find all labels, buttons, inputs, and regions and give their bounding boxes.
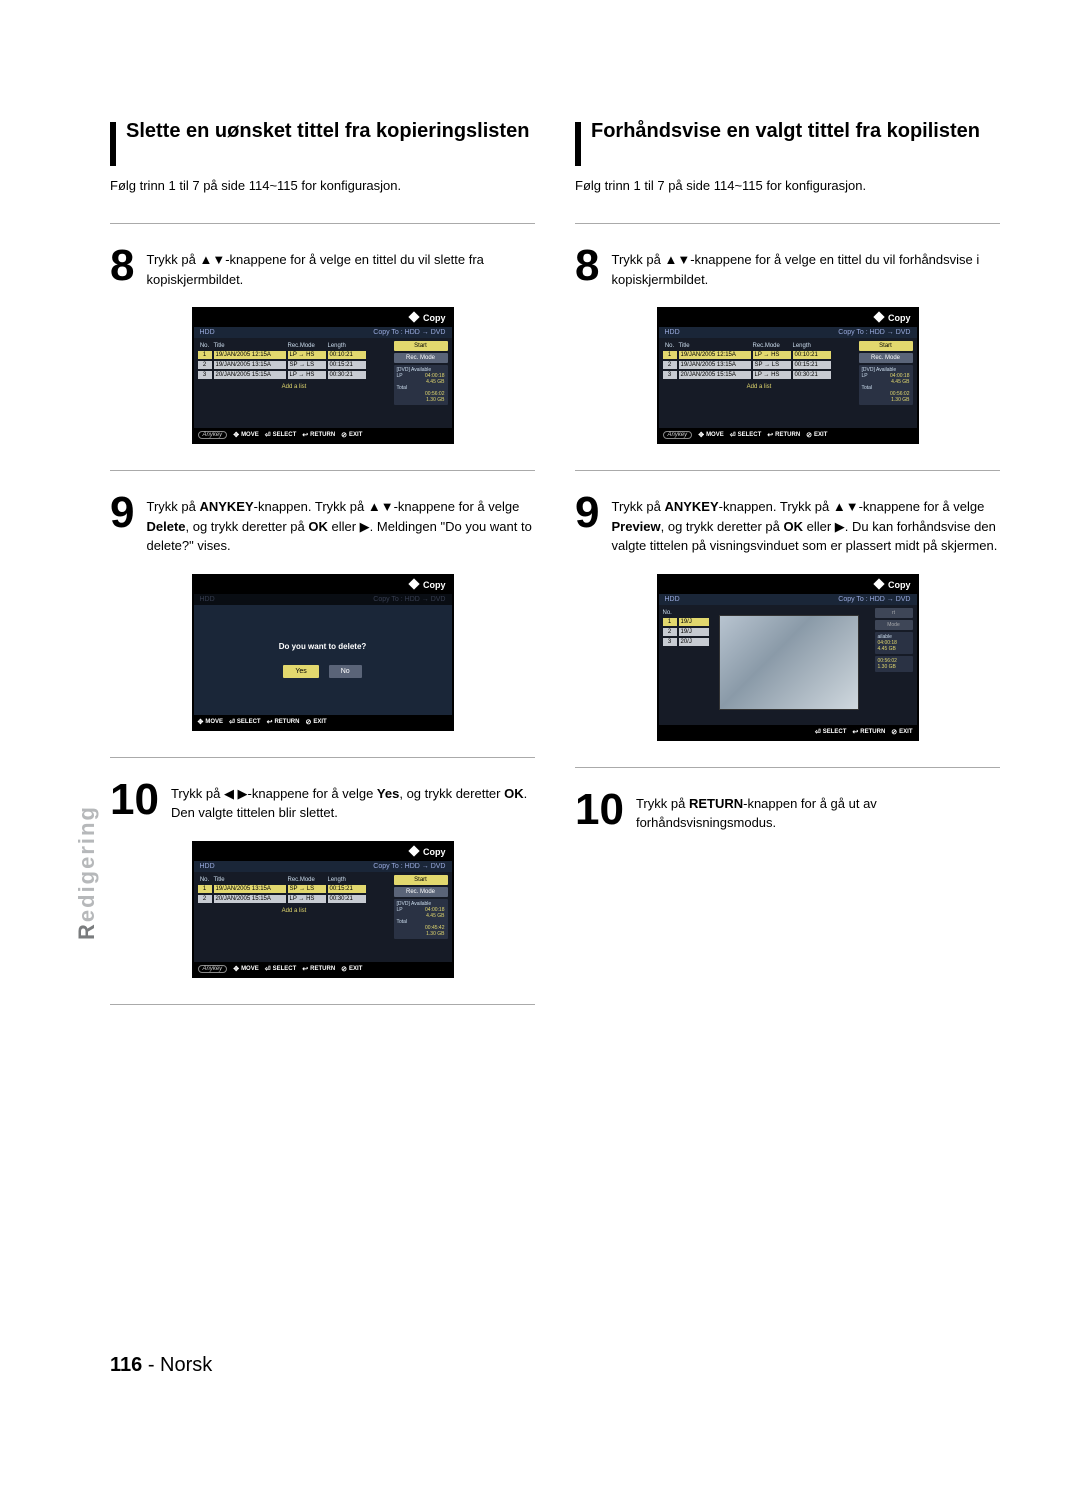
diamond-icon [873,311,884,322]
updown-icon: ▲▼ [199,252,225,267]
select-icon: ⏎ [265,431,271,439]
page-content: Slette en uønsket tittel fra kopieringsl… [0,0,1080,1077]
left-step-10: 10 Trykk på ◀ ▶-knappene for å velge Yes… [110,780,535,823]
diamond-icon [408,845,419,856]
table-header: No. Title Rec.Mode Length [198,341,391,351]
dialog-message: Do you want to delete? [279,642,367,651]
recmode-button[interactable]: Rec. Mode [859,353,913,363]
table-row[interactable]: 119/JAN/2005 12:15ALP → HS00:10:21 [198,351,391,359]
tv-footer: Anykey ✥MOVE ⏎SELECT ↩RETURN ⊘EXIT [194,428,452,442]
dvd-available-box: [DVD] Available LP04:00:18 4.45 GB Total… [394,899,448,939]
dvd-available-box: [DVD] Available LP04:00:18 4.45 GB Total… [394,365,448,405]
step-text: Trykk på ANYKEY-knappen. Trykk på ▲▼-kna… [146,493,535,556]
left-step-9: 9 Trykk på ANYKEY-knappen. Trykk på ▲▼-k… [110,493,535,556]
left-heading: Slette en uønsket tittel fra kopieringsl… [110,120,535,166]
copy-table: No. Title Rec.Mode Length 119/JAN/2005 1… [198,341,391,422]
tv-body: No. Title Rec.Mode Length 119/JAN/2005 1… [194,338,452,428]
heading-bar [575,122,581,166]
heading-bar [110,122,116,166]
step-number: 9 [110,493,134,533]
updown-icon: ▲▼ [833,499,859,514]
hdd-label: HDD [200,329,215,336]
table-row[interactable]: 220/JAN/2005 15:15ALP → HS00:30:21 [198,895,391,903]
diamond-icon [873,578,884,589]
start-button[interactable]: Start [859,341,913,351]
table-row[interactable]: 119/J [663,618,711,626]
start-button[interactable]: Start [394,341,448,351]
tv-subheader: HDD Copy To : HDD → DVD [194,327,452,338]
tv-frame: Copy HDD Copy To : HDD → DVD No. Title R… [192,307,454,444]
step-number: 10 [110,780,159,820]
separator [110,470,535,471]
preview-ui: Copy HDDCopy To : HDD → DVD No. 119/J 21… [657,574,919,741]
add-list[interactable]: Add a list [198,905,391,917]
exit-icon: ⊘ [341,431,347,439]
step-number: 8 [110,246,134,286]
sidebar-tab-label: Redigering [74,805,100,940]
separator [110,1004,535,1005]
diamond-icon [408,311,419,322]
add-list[interactable]: Add a list [198,381,391,393]
separator [110,223,535,224]
separator [575,470,1000,471]
recmode-button[interactable]: Rec. Mode [394,887,448,897]
right-column: Forhåndsvise en valgt tittel fra kopilis… [575,120,1000,1027]
left-step-8: 8 Trykk på ▲▼-knappene for å velge en ti… [110,246,535,289]
yes-button[interactable]: Yes [283,665,318,678]
right-heading: Forhåndsvise en valgt tittel fra kopilis… [575,120,1000,166]
table-row[interactable]: 320/J [663,638,711,646]
dialog-body: Do you want to delete? Yes No [194,605,452,715]
preview-image [719,615,859,710]
move-icon: ✥ [233,431,239,439]
table-row[interactable]: 119/JAN/2005 12:15ALP → HS00:10:21 [663,351,856,359]
no-button[interactable]: No [329,665,362,678]
table-row[interactable]: 219/J [663,628,711,636]
step-text: Trykk på ◀ ▶-knappene for å velge Yes, o… [171,780,527,823]
updown-icon: ▲▼ [664,252,690,267]
dialog-buttons: Yes No [283,665,361,678]
left-column: Slette en uønsket tittel fra kopieringsl… [110,120,535,1027]
return-icon: ↩ [302,431,308,439]
copy-ui-step10-left: Copy HDDCopy To : HDD → DVD No.TitleRec.… [192,841,454,978]
right-icon: ▶ [360,519,370,534]
right-step-8: 8 Trykk på ▲▼-knappene for å velge en ti… [575,246,1000,289]
table-row[interactable]: 219/JAN/2005 13:15ASP → LS00:15:21 [663,361,856,369]
add-list[interactable]: Add a list [663,381,856,393]
left-intro: Følg trinn 1 til 7 på side 114~115 for k… [110,178,535,193]
table-row[interactable]: 320/JAN/2005 15:15ALP → HS00:30:21 [198,371,391,379]
step-text: Trykk på ▲▼-knappene for å velge en titt… [146,246,535,289]
right-intro: Følg trinn 1 til 7 på side 114~115 for k… [575,178,1000,193]
right-heading-text: Forhåndsvise en valgt tittel fra kopilis… [591,120,980,143]
copy-ui-step8-right: Copy HDDCopy To : HDD → DVD No.TitleRec.… [657,307,919,444]
dvd-available-box: [DVD] Available LP04:00:18 4.45 GB Total… [859,365,913,405]
right-icon: ▶ [835,519,845,534]
separator [575,223,1000,224]
right-step-9: 9 Trykk på ANYKEY-knappen. Trykk på ▲▼-k… [575,493,1000,556]
separator [575,767,1000,768]
copy-to-label: Copy To : HDD → DVD [373,329,445,336]
preview-body: No. 119/J 219/J 320/J rt Mode ailable04:… [659,605,917,725]
updown-icon: ▲▼ [368,499,394,514]
anykey-pill: Anykey [198,431,228,439]
tv-header: Copy [194,309,452,327]
start-button[interactable]: Start [394,875,448,885]
table-row[interactable]: 219/JAN/2005 13:15ASP → LS00:15:21 [198,361,391,369]
page-number: 116 - Norsk [110,1354,212,1377]
tv-frame: Copy HDDCopy To : HDD → DVD Do you want … [192,574,454,731]
leftright-icon: ◀ ▶ [224,786,248,801]
table-row[interactable]: 320/JAN/2005 15:15ALP → HS00:30:21 [663,371,856,379]
diamond-icon [408,578,419,589]
left-heading-text: Slette en uønsket tittel fra kopieringsl… [126,120,529,143]
copy-label: Copy [423,313,446,323]
separator [110,757,535,758]
side-panel: Start Rec. Mode [DVD] Available LP04:00:… [394,341,448,422]
recmode-button[interactable]: Rec. Mode [394,353,448,363]
right-step-10: 10 Trykk på RETURN-knappen for å gå ut a… [575,790,1000,833]
table-row[interactable]: 119/JAN/2005 13:15ASP → LS00:15:21 [198,885,391,893]
delete-dialog-ui: Copy HDDCopy To : HDD → DVD Do you want … [192,574,454,731]
copy-ui-step8-left: Copy HDD Copy To : HDD → DVD No. Title R… [192,307,454,444]
